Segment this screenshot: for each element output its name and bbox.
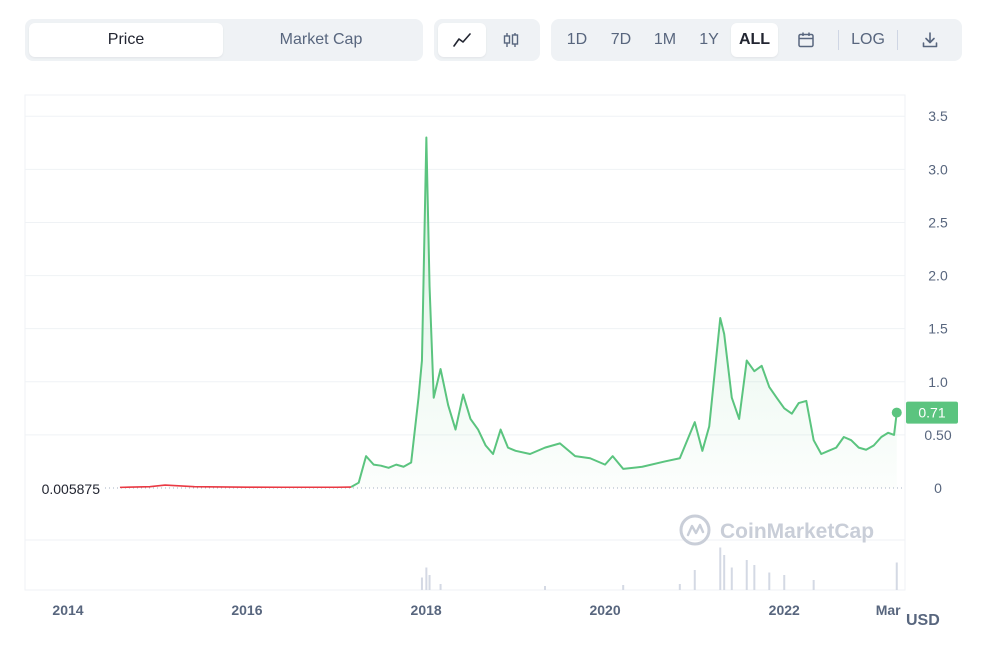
candlestick-icon bbox=[503, 33, 519, 47]
volume-bar bbox=[783, 575, 786, 590]
volume-bar bbox=[719, 547, 722, 590]
candlestick-button[interactable] bbox=[486, 23, 536, 57]
price-line-down bbox=[119, 484, 352, 489]
current-price-dot bbox=[891, 407, 902, 418]
coinmarketcap-logo-icon bbox=[679, 514, 711, 546]
calendar-icon bbox=[798, 32, 814, 48]
x-tick-label: 2018 bbox=[411, 602, 442, 618]
volume-bar bbox=[678, 584, 681, 590]
line-chart-button[interactable] bbox=[438, 23, 486, 57]
y-tick-label: 2.0 bbox=[928, 268, 948, 284]
volume-bar bbox=[425, 567, 428, 590]
separator bbox=[838, 30, 840, 50]
volume-bar bbox=[768, 572, 771, 590]
volume-bar bbox=[812, 580, 815, 590]
volume-bar bbox=[730, 567, 733, 590]
volume-bar bbox=[693, 570, 696, 590]
tab-market-cap[interactable]: Market Cap bbox=[279, 31, 363, 48]
x-tick-label: 2016 bbox=[231, 602, 262, 618]
y-tick-label: 3.5 bbox=[928, 108, 948, 124]
range-all[interactable]: ALL bbox=[731, 23, 778, 57]
current-price-badge bbox=[906, 401, 958, 424]
volume-bar bbox=[745, 560, 748, 590]
y-tick-label: 3.0 bbox=[928, 161, 948, 177]
price-marketcap-toggle: Price Market Cap bbox=[25, 19, 423, 61]
y-tick-label: 0.50 bbox=[924, 427, 951, 443]
watermark-text: CoinMarketCap bbox=[720, 520, 874, 543]
price-line bbox=[119, 136, 902, 489]
volume-bars bbox=[420, 547, 898, 590]
x-tick-label: 2022 bbox=[769, 602, 800, 618]
price-line-up bbox=[350, 136, 898, 488]
volume-bar bbox=[723, 555, 726, 590]
area-fill bbox=[119, 137, 897, 488]
chart-type-toggle bbox=[434, 19, 540, 61]
y-tick-label: 0 bbox=[934, 480, 942, 496]
download-icon bbox=[922, 32, 938, 48]
separator bbox=[896, 30, 898, 50]
current-price-label: 0.71 bbox=[918, 405, 945, 421]
volume-bar bbox=[753, 565, 756, 590]
grid bbox=[24, 94, 906, 591]
volume-bar bbox=[895, 562, 898, 590]
calendar-button[interactable] bbox=[778, 23, 834, 57]
axes: 0 0.50 1.0 1.5 2.0 2.5 3.0 3.5 2014 2016 2018 2020 2… bbox=[42, 108, 958, 618]
currency-label: USD bbox=[906, 612, 940, 629]
range-selector: 1D 7D 1M 1Y ALL LOG bbox=[551, 19, 962, 61]
x-tick-label: 2014 bbox=[52, 602, 83, 618]
price-area bbox=[119, 137, 897, 488]
range-7d[interactable]: 7D bbox=[610, 31, 632, 48]
volume-bar bbox=[544, 586, 546, 590]
volume-bar bbox=[420, 577, 423, 590]
range-1d[interactable]: 1D bbox=[566, 31, 588, 48]
download-button[interactable] bbox=[902, 23, 958, 57]
volume-bar bbox=[439, 584, 442, 590]
volume-bar bbox=[622, 585, 625, 590]
y-tick-label: 2.5 bbox=[928, 214, 948, 230]
volume-bar bbox=[428, 575, 431, 590]
start-price-label: 0.005875 bbox=[42, 481, 101, 497]
range-1m[interactable]: 1M bbox=[653, 31, 677, 48]
line-chart-icon bbox=[453, 33, 471, 47]
y-tick-label: 1.0 bbox=[928, 374, 948, 390]
x-tick-label: 2020 bbox=[589, 602, 620, 618]
plot-frame bbox=[24, 94, 906, 591]
watermark: CoinMarketCap bbox=[679, 514, 874, 546]
tab-price[interactable]: Price bbox=[29, 23, 223, 57]
x-tick-label: Mar bbox=[876, 602, 901, 618]
range-1y[interactable]: 1Y bbox=[699, 31, 719, 48]
log-toggle[interactable]: LOG bbox=[851, 31, 885, 48]
y-tick-label: 1.5 bbox=[928, 321, 948, 337]
